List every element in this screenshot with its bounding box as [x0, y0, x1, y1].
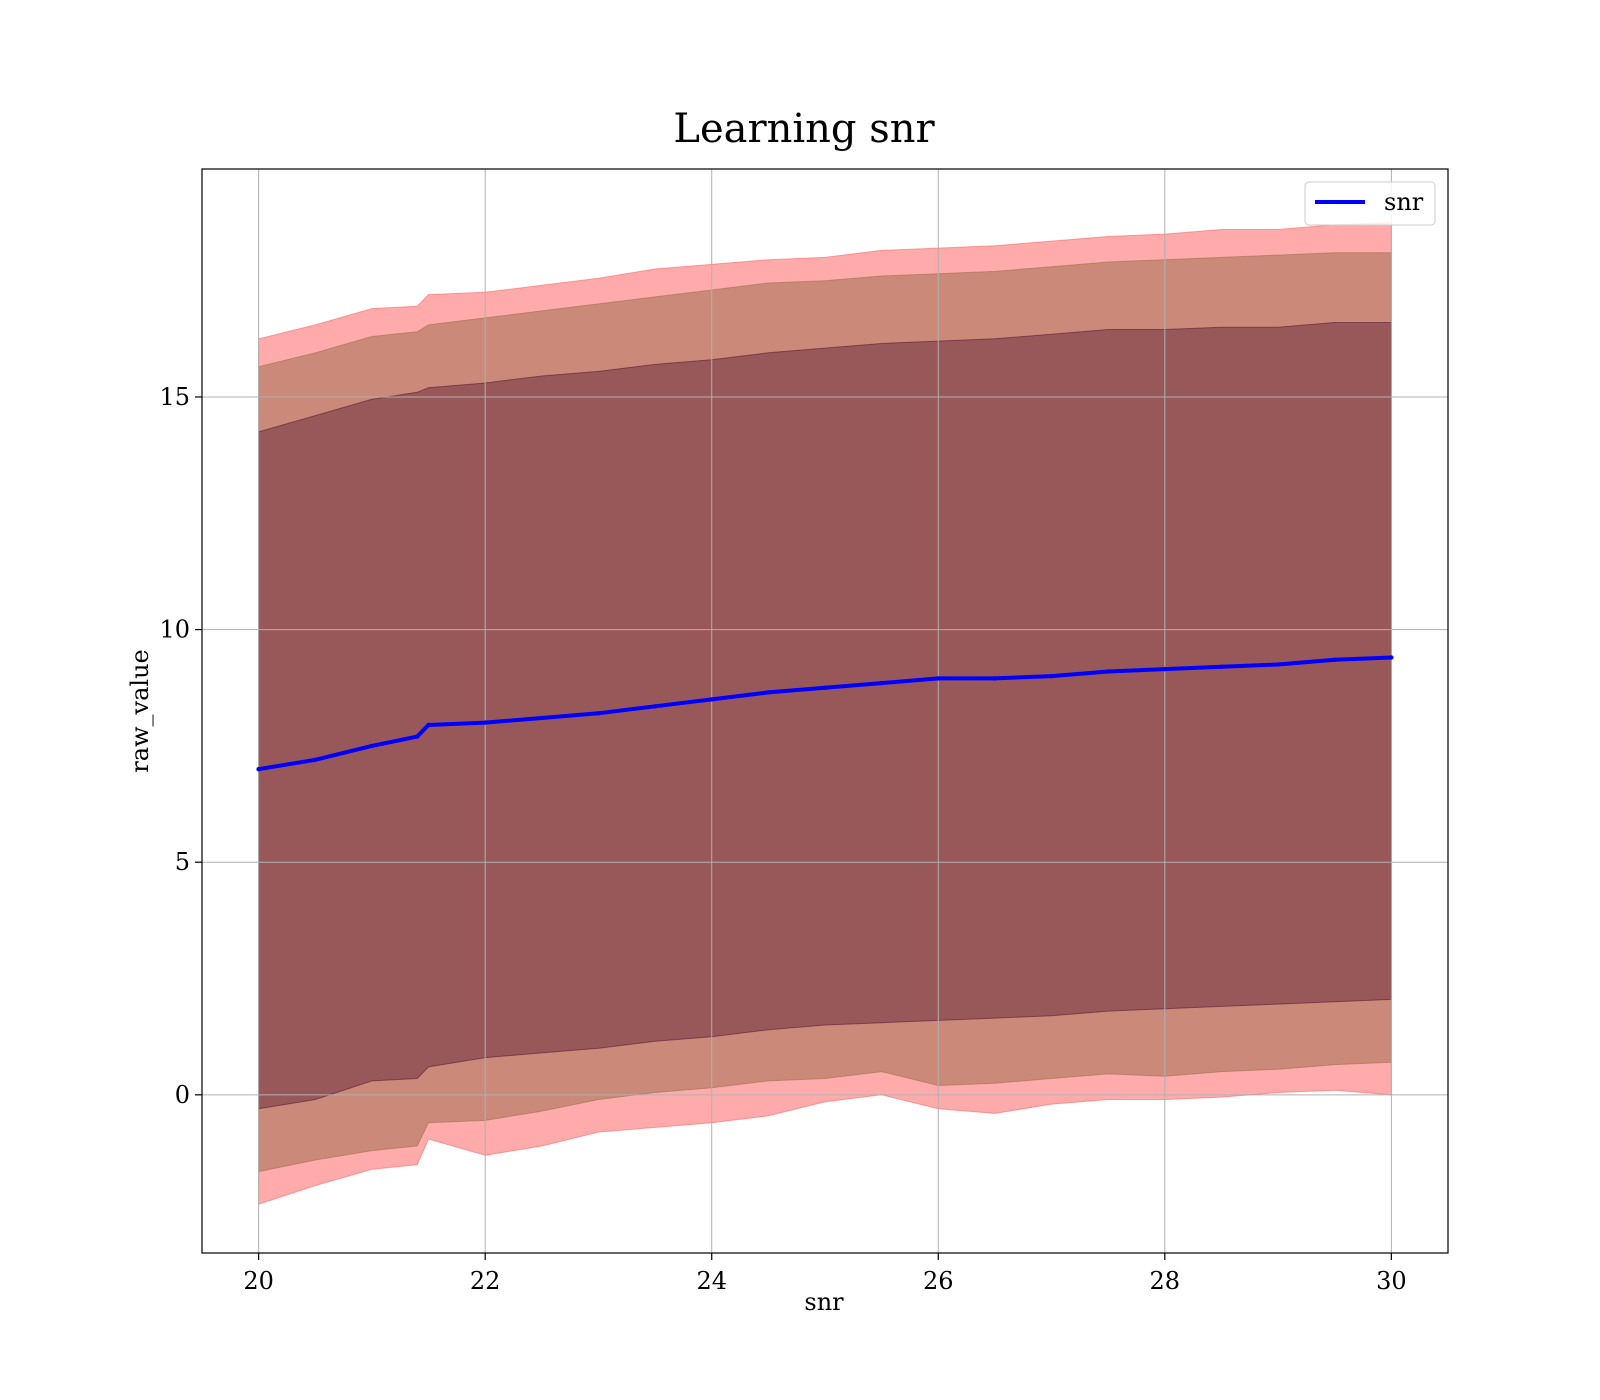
legend-label-snr: snr [1384, 188, 1424, 216]
x-tick-label: 28 [1150, 1267, 1181, 1295]
band-2 [258, 322, 1392, 1110]
series-point [369, 743, 375, 749]
series-point [822, 685, 828, 690]
series-point [596, 711, 601, 716]
series-point [483, 720, 488, 725]
series-point [652, 704, 658, 709]
series-line-snr [258, 655, 1392, 772]
x-ticks: 20 22 24 26 28 30 [243, 1253, 1407, 1295]
series-point [936, 676, 941, 681]
series-point [1389, 655, 1394, 660]
series-point [879, 680, 884, 686]
series-point [992, 676, 998, 681]
series-point [1049, 673, 1054, 679]
series-point [1219, 664, 1224, 669]
legend-box [1304, 181, 1436, 226]
x-tick-label: 20 [243, 1267, 274, 1295]
series-point [1275, 662, 1281, 667]
x-tick-label: 26 [923, 1267, 954, 1295]
x-tick-label: 22 [470, 1267, 501, 1295]
plot-frame [201, 168, 1449, 1254]
x-axis-label: snr [804, 1288, 844, 1316]
series-point [1332, 657, 1337, 662]
y-tick-label: 15 [159, 383, 190, 411]
series-point [256, 767, 261, 772]
legend: snr [1304, 181, 1436, 226]
series-point [539, 715, 544, 721]
series-point [426, 722, 431, 728]
grid-lines [202, 169, 1448, 1253]
confidence-bands [258, 221, 1392, 1205]
x-tick-label: 24 [696, 1267, 727, 1295]
series-point [313, 757, 318, 762]
y-axis-label: raw_value [126, 649, 154, 773]
series-point [1106, 669, 1111, 674]
y-tick-label: 5 [175, 848, 190, 876]
y-tick-label: 10 [159, 616, 190, 644]
chart-title: Learning snr [673, 106, 935, 152]
series-point [415, 734, 420, 739]
series-lines [256, 655, 1394, 772]
x-tick-label: 30 [1376, 1267, 1407, 1295]
series-point [766, 690, 771, 695]
series-point [709, 697, 714, 702]
series-point [1162, 666, 1168, 672]
y-ticks: 0 5 10 15 [159, 383, 202, 1109]
y-tick-label: 0 [175, 1081, 190, 1109]
